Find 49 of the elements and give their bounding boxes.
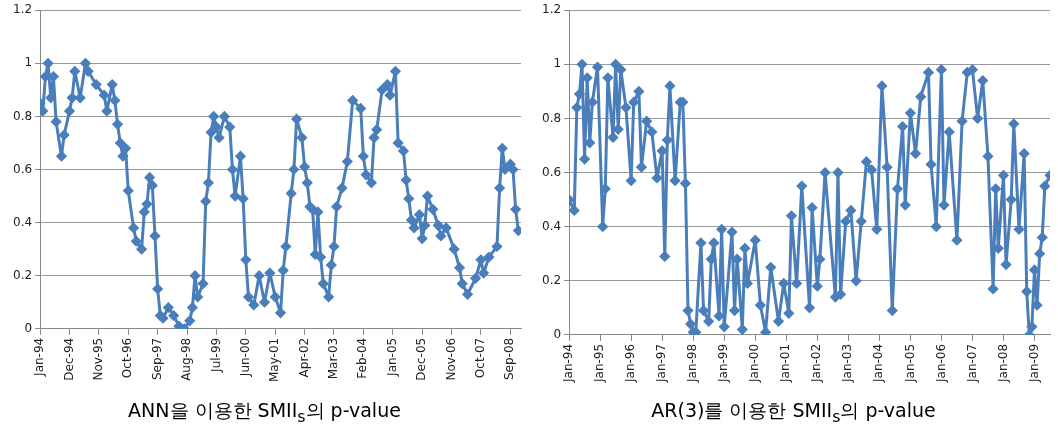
text: AR(3)를 이용한 SMII$_{s}$의 p-value: [650, 398, 937, 426]
x-tick-label: Jan-97: [654, 343, 669, 384]
x-tick-label: Oct-96: [120, 337, 135, 379]
x-tick-label: Jun-00: [237, 337, 252, 378]
x-tick-label: Jan-06: [933, 343, 948, 384]
x-tick-label: Jan-96: [623, 343, 638, 384]
y-tick-label: 1.2: [541, 2, 562, 17]
x-tick-label: Jan-99: [716, 343, 731, 384]
y-tick-label: 0.2: [12, 267, 33, 282]
x-tick-label: Feb-04: [355, 337, 370, 379]
y-tick-label: 0: [24, 320, 33, 335]
y-tick-label: 0.8: [541, 110, 562, 125]
x-tick-label: Jan-05: [902, 343, 917, 384]
y-tick-label: 0.6: [541, 164, 562, 179]
x-tick-label: Apr-02: [296, 337, 311, 378]
x-tick-label: Dec-94: [61, 337, 76, 381]
y-tick-label: 0.8: [12, 108, 33, 123]
x-tick-label: Jan-94: [561, 343, 576, 384]
y-tick-label: 0.6: [12, 161, 33, 176]
x-tick-label: Jan-03: [840, 343, 855, 384]
x-tick-label: May-01: [267, 337, 282, 383]
x-tick-label: Jan-08: [995, 343, 1010, 384]
x-tick-label: Jan-95: [592, 343, 607, 384]
x-tick-label: Jan-02: [809, 343, 824, 384]
x-tick-label: Mar-03: [326, 337, 341, 380]
y-tick-label: 0: [553, 327, 562, 342]
x-tick-label: Jan-09: [1026, 343, 1041, 384]
x-tick-label: Jul-99: [208, 337, 223, 373]
y-tick-label: 1: [553, 56, 562, 71]
x-tick-label: Jan-94: [32, 337, 47, 377]
x-tick-label: Jan-00: [747, 343, 762, 384]
x-tick-label: Sep-08: [502, 337, 517, 381]
y-tick-label: 1: [24, 55, 33, 70]
y-tick-label: 0.4: [12, 214, 33, 229]
x-tick-label: Jan-07: [964, 343, 979, 384]
y-tick-label: 0.2: [541, 272, 562, 287]
x-tick-label: Jan-98: [685, 343, 700, 384]
y-tick-label: 0.4: [541, 218, 562, 233]
x-tick-label: Jan-01: [778, 343, 793, 384]
x-tick-label: Jan-04: [871, 343, 886, 384]
x-tick-label: Nov-95: [90, 337, 105, 381]
text: ANN을 이용한 SMII$_{s}$의 p-value: [127, 398, 402, 426]
x-tick-label: Nov-06: [443, 337, 458, 381]
x-tick-label: Dec-05: [414, 337, 429, 381]
x-tick-label: Sep-97: [149, 337, 164, 381]
y-tick-label: 1.2: [12, 2, 33, 17]
x-tick-label: Aug-98: [179, 337, 194, 381]
x-tick-label: Jan-05: [384, 337, 399, 377]
x-tick-label: Oct-07: [473, 337, 488, 379]
